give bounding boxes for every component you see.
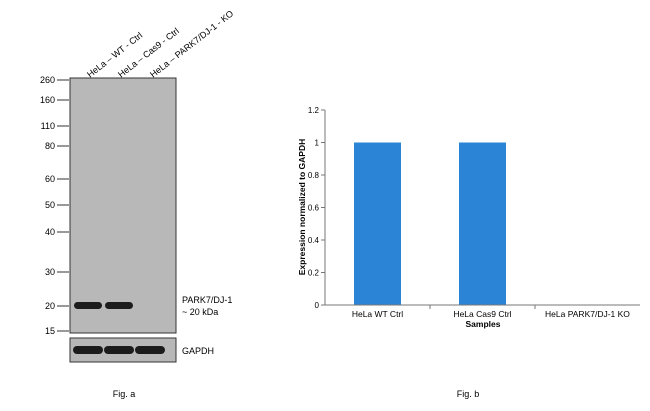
mw-marker-label: 40 xyxy=(45,227,55,237)
bar-chart-panel: 0 0.2 0.4 0.6 0.8 1 1.2 HeLa WT Ctrl HeLa Cas9 … xyxy=(297,106,640,399)
gapdh-band xyxy=(135,346,165,354)
y-tick-label: 1 xyxy=(315,139,320,148)
gapdh-label: GAPDH xyxy=(182,346,214,356)
mw-marker-label: 160 xyxy=(40,95,55,105)
blot-panel: HeLa – WT - Ctrl HeLa – Cas9 - Ctrl HeLa… xyxy=(40,8,235,399)
mw-marker-label: 15 xyxy=(45,326,55,336)
mw-marker-label: 30 xyxy=(45,267,55,277)
mw-marker-label: 260 xyxy=(40,75,55,85)
bars xyxy=(354,142,506,305)
y-tick-label: 0 xyxy=(315,301,320,310)
y-tick-label: 0.4 xyxy=(308,236,320,245)
mw-marker-label: 20 xyxy=(45,301,55,311)
target-size-label: ~ 20 kDa xyxy=(182,307,218,317)
panel-b-caption: Fig. b xyxy=(457,389,480,399)
x-tick-label: HeLa Cas9 Ctrl xyxy=(453,309,511,319)
x-tick-label: HeLa PARK7/DJ-1 KO xyxy=(545,309,630,319)
target-band xyxy=(105,302,133,309)
bar xyxy=(459,142,506,305)
blot-membrane xyxy=(69,77,177,334)
y-tick-label: 0.6 xyxy=(308,204,320,213)
mw-marker-label: 50 xyxy=(45,200,55,210)
y-tick-label: 1.2 xyxy=(308,106,320,115)
y-axis-label: Expression normalized to GAPDH xyxy=(297,139,307,276)
mw-marker-label: 110 xyxy=(41,121,55,131)
gapdh-band xyxy=(104,346,134,354)
x-axis-label: Samples xyxy=(466,319,501,329)
mw-markers: 260 160 110 80 60 50 40 30 20 15 xyxy=(40,75,69,336)
bar xyxy=(354,142,401,305)
y-tick-label: 0.8 xyxy=(308,171,320,180)
lane-labels: HeLa – WT - Ctrl HeLa – Cas9 - Ctrl HeLa… xyxy=(85,8,235,79)
mw-marker-label: 60 xyxy=(45,174,55,184)
target-label: PARK7/DJ-1 xyxy=(182,295,232,305)
x-ticks: HeLa WT Ctrl HeLa Cas9 Ctrl HeLa PARK7/DJ-… xyxy=(352,305,630,319)
mw-marker-label: 80 xyxy=(45,141,55,151)
target-bands xyxy=(74,302,133,309)
panel-a-caption: Fig. a xyxy=(113,389,136,399)
y-ticks: 0 0.2 0.4 0.6 0.8 1 1.2 xyxy=(308,106,325,310)
y-tick-label: 0.2 xyxy=(308,269,320,278)
gapdh-band xyxy=(73,346,103,354)
lane-label: HeLa – WT - Ctrl xyxy=(85,30,144,79)
target-band xyxy=(74,302,102,309)
gapdh-bands xyxy=(73,346,165,354)
x-tick-label: HeLa WT Ctrl xyxy=(352,309,403,319)
